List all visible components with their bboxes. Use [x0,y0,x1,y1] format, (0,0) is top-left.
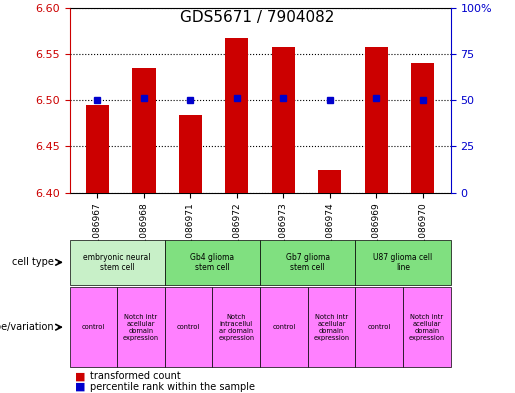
Text: embryonic neural
stem cell: embryonic neural stem cell [83,253,151,272]
Text: Notch intr
acellular
domain
expression: Notch intr acellular domain expression [314,314,350,341]
Text: Gb4 glioma
stem cell: Gb4 glioma stem cell [191,253,234,272]
Text: ■: ■ [75,371,85,382]
Text: ■: ■ [75,382,85,392]
Text: GDS5671 / 7904082: GDS5671 / 7904082 [180,10,335,25]
Bar [179,115,202,193]
Text: Notch intr
acellular
domain
expression: Notch intr acellular domain expression [409,314,445,341]
Bar [411,63,434,193]
Text: control: control [177,324,200,330]
Bar [272,47,295,193]
Text: Notch intr
acellular
domain
expression: Notch intr acellular domain expression [123,314,159,341]
Text: control: control [272,324,296,330]
Bar [132,68,156,193]
Bar [318,171,341,193]
Bar [86,105,109,193]
Bar [365,47,388,193]
Text: Gb7 glioma
stem cell: Gb7 glioma stem cell [286,253,330,272]
Bar [225,39,248,193]
Text: Notch
intracellul
ar domain
expression: Notch intracellul ar domain expression [218,314,254,341]
Text: control: control [368,324,391,330]
Text: genotype/variation: genotype/variation [0,322,54,332]
Text: U87 glioma cell
line: U87 glioma cell line [373,253,433,272]
Text: cell type: cell type [12,257,54,267]
Text: percentile rank within the sample: percentile rank within the sample [90,382,255,392]
Text: transformed count: transformed count [90,371,181,382]
Text: control: control [82,324,105,330]
